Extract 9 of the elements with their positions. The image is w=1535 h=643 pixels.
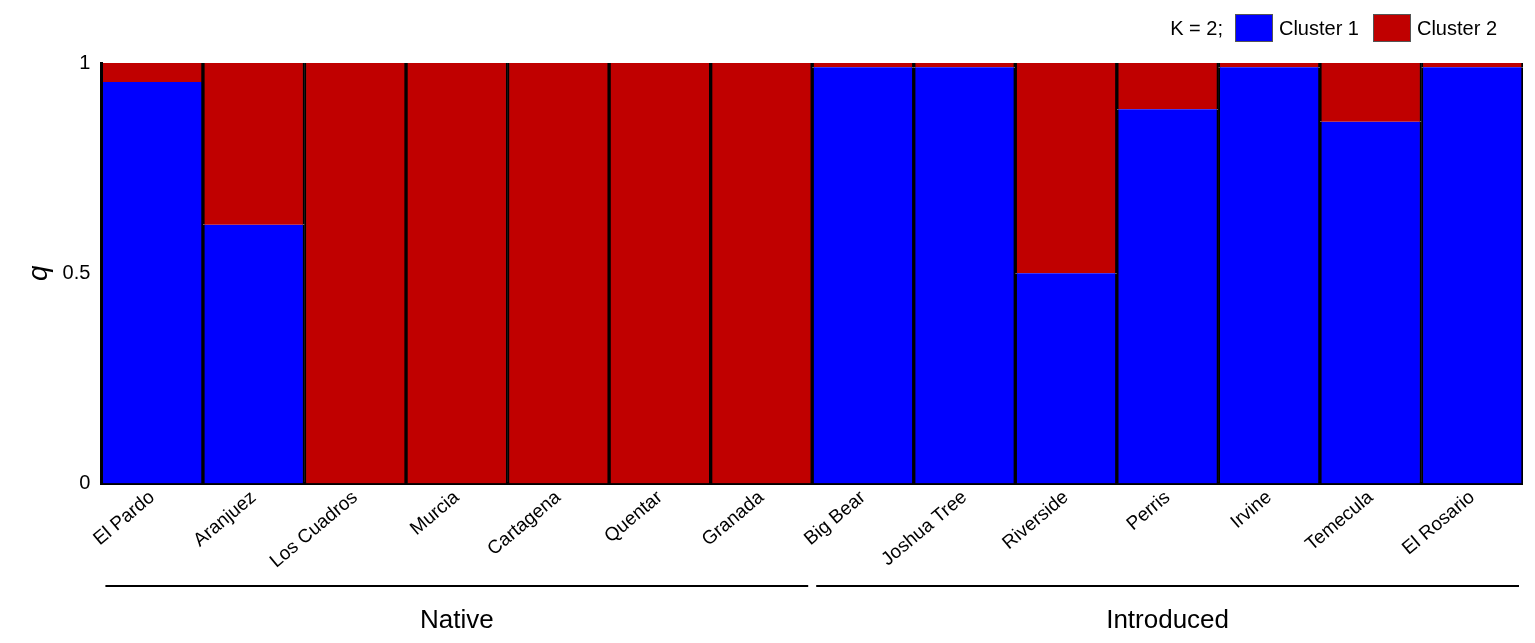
- y-tick-label: 1: [79, 50, 91, 73]
- y-tick-label: 0: [79, 470, 91, 493]
- y-tick-label: 0.5: [62, 260, 91, 283]
- y-axis-title: q: [21, 264, 53, 281]
- text: Native: [419, 604, 494, 635]
- legend-label: Cluster 2: [1416, 16, 1497, 40]
- legend-title: K = 2;: [1170, 16, 1223, 40]
- series-label: Cluster 1: [1278, 16, 1359, 40]
- text: Introduced: [1106, 604, 1230, 635]
